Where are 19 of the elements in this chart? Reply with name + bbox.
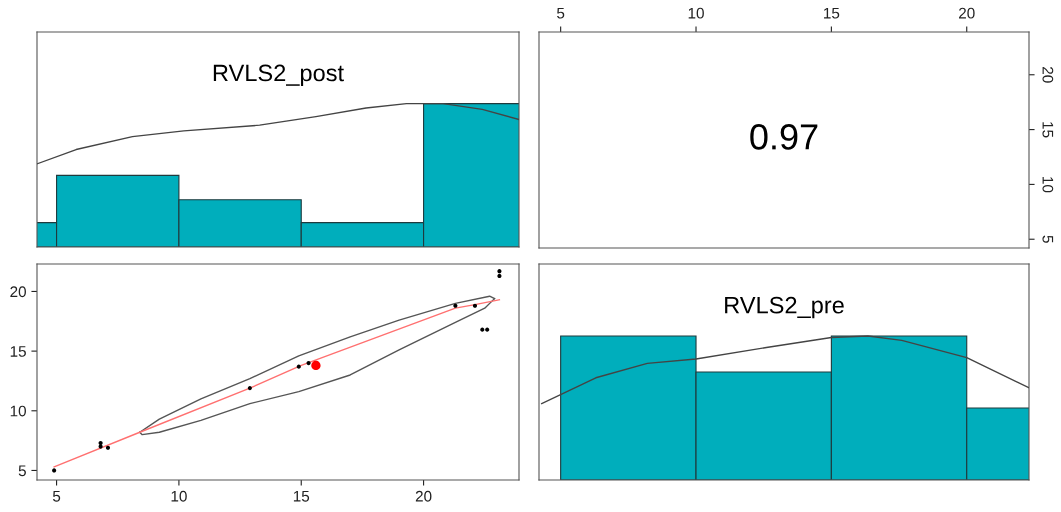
y-tick-label: 20 (10, 286, 26, 298)
x-tick-label: 5 (52, 490, 61, 502)
chart-title: RVLS2_post (213, 64, 344, 86)
y-tick-label: 15 (1042, 122, 1054, 138)
x-tick-label: 15 (824, 7, 840, 19)
y-tick-label: 5 (18, 465, 26, 477)
x-tick-label: 20 (959, 7, 975, 19)
y-tick-label: 15 (10, 346, 26, 357)
x-tick-label: 15 (293, 490, 310, 502)
y-tick-label: 5 (1042, 235, 1054, 243)
annotation: 0.97 (750, 124, 818, 150)
y-tick-label: 10 (1042, 177, 1054, 193)
y-tick-label: 10 (10, 405, 26, 417)
x-tick-label: 5 (557, 7, 565, 19)
y-tick-label: 20 (1042, 67, 1054, 83)
x-tick-label: 20 (415, 490, 432, 502)
chart-title: RVLS2_pre (725, 296, 844, 319)
x-tick-label: 10 (688, 7, 704, 19)
x-tick-label: 10 (171, 490, 187, 502)
